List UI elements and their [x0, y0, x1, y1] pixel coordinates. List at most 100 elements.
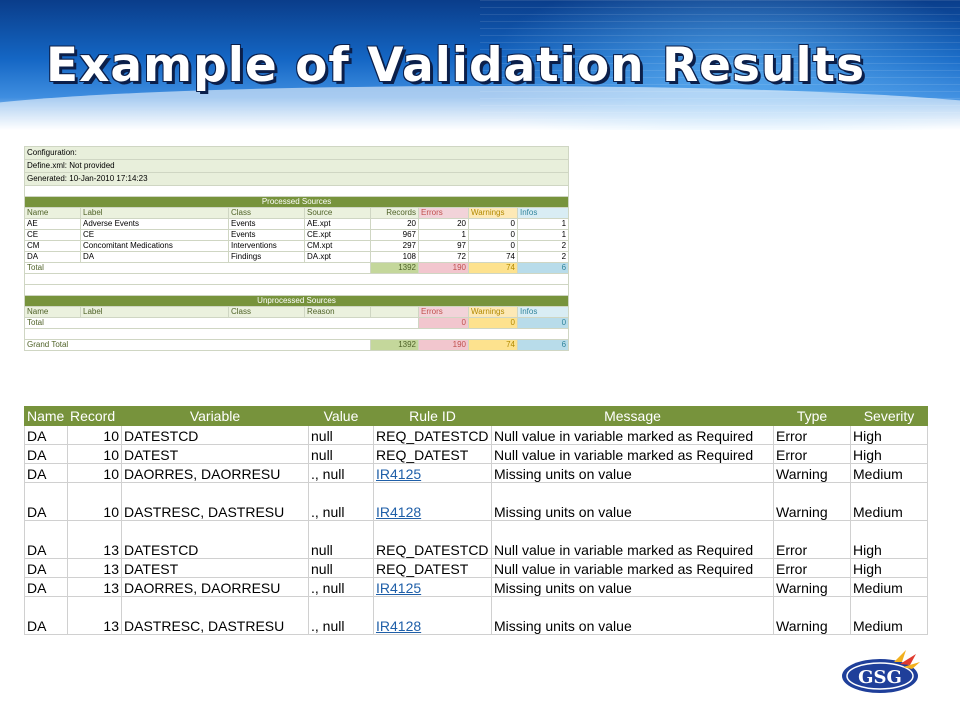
- column-header: Value: [308, 406, 374, 426]
- total-warnings: 74: [468, 262, 518, 274]
- source-row: AE Adverse Events Events AE.xpt 20 20 0 …: [24, 218, 570, 230]
- banner-swoosh: [0, 86, 960, 130]
- cell-value: ., null: [308, 596, 374, 635]
- config-line: Configuration:: [23, 146, 570, 160]
- total-records: 1392: [370, 262, 419, 274]
- cell: 72: [418, 251, 469, 263]
- grand-total-infos: 6: [516, 339, 570, 351]
- blank-row: [23, 284, 570, 296]
- cell-record: 13: [67, 596, 122, 635]
- cell-type: Error: [773, 444, 851, 464]
- table-row: DA 13 DAORRES, DAORRESU., null IR4125 Missin…: [24, 577, 928, 597]
- cell: DA.xpt: [304, 251, 371, 263]
- column-header: Severity: [850, 406, 928, 426]
- blank-row: [23, 185, 570, 197]
- cell-record: 13: [67, 520, 122, 559]
- grand-total-errors: 190: [418, 339, 469, 351]
- cell-severity: Medium: [850, 596, 928, 635]
- cell-severity: Medium: [850, 577, 928, 597]
- column-header: Name: [24, 207, 81, 219]
- cell-variable: DATESTCD: [121, 520, 309, 559]
- cell-type: Warning: [773, 463, 851, 483]
- cell: 1: [516, 229, 570, 241]
- processed-section-title: Processed Sources: [23, 196, 570, 208]
- cell-name: DA: [24, 577, 68, 597]
- column-header: Infos: [516, 207, 570, 219]
- column-header: Label: [80, 306, 229, 318]
- cell-name: DA: [24, 463, 68, 483]
- unprocessed-total-row: Total 0 0 0: [24, 317, 570, 329]
- cell-value: ., null: [308, 482, 374, 521]
- cell-variable: DAORRES, DAORRESU: [121, 463, 309, 483]
- rule-link[interactable]: IR4128: [376, 618, 422, 634]
- cell-message: Null value in variable marked as Require…: [491, 558, 774, 578]
- cell: CE.xpt: [304, 229, 371, 241]
- cell: 1: [516, 218, 570, 230]
- unprocessed-section-title: Unprocessed Sources: [23, 295, 570, 307]
- total-warnings: 0: [468, 317, 518, 329]
- cell-severity: High: [850, 520, 928, 559]
- cell: 20: [418, 218, 469, 230]
- cell-message: Missing units on value: [491, 482, 774, 521]
- cell: 0: [468, 240, 518, 252]
- cell-variable: DAORRES, DAORRESU: [121, 577, 309, 597]
- rule-link[interactable]: IR4128: [376, 504, 422, 520]
- cell: 108: [370, 251, 419, 263]
- cell-variable: DATEST: [121, 558, 309, 578]
- cell-value: null: [308, 520, 374, 559]
- cell: 20: [370, 218, 419, 230]
- total-infos: 6: [516, 262, 570, 274]
- rule-link[interactable]: IR4125: [376, 466, 422, 482]
- detail-header-row: Name Record Variable Value Rule ID Messa…: [24, 406, 928, 426]
- grand-total-records: 1392: [370, 339, 419, 351]
- cell: Adverse Events: [80, 218, 229, 230]
- cell-rule: IR4128: [373, 596, 492, 635]
- cell-type: Warning: [773, 596, 851, 635]
- cell-variable: DATESTCD: [121, 425, 309, 445]
- cell-variable: DASTRESC, DASTRESU: [121, 482, 309, 521]
- cell-variable: DATEST: [121, 444, 309, 464]
- cell-severity: Medium: [850, 463, 928, 483]
- column-header: Warnings: [468, 207, 518, 219]
- slide-title: Example of Validation Results: [46, 38, 866, 93]
- total-label: Total: [24, 262, 371, 274]
- cell: AE.xpt: [304, 218, 371, 230]
- cell: 0: [468, 218, 518, 230]
- cell: CE: [24, 229, 81, 241]
- cell: Events: [228, 218, 305, 230]
- cell-severity: High: [850, 558, 928, 578]
- summary-spreadsheet: Configuration: Define.xml: Not provided …: [23, 146, 570, 351]
- cell-name: DA: [24, 482, 68, 521]
- cell-rule: REQ_DATEST: [373, 558, 492, 578]
- column-header: Record: [67, 406, 122, 426]
- cell-value: ., null: [308, 463, 374, 483]
- rule-link[interactable]: IR4125: [376, 580, 422, 596]
- cell-value: null: [308, 444, 374, 464]
- column-header: Class: [228, 306, 305, 318]
- cell-record: 10: [67, 425, 122, 445]
- total-errors: 0: [418, 317, 469, 329]
- source-row: CM Concomitant Medications Interventions…: [24, 240, 570, 252]
- column-header: Records: [370, 207, 419, 219]
- column-header: Rule ID: [373, 406, 492, 426]
- cell: Interventions: [228, 240, 305, 252]
- cell-variable: DASTRESC, DASTRESU: [121, 596, 309, 635]
- cell: 2: [516, 240, 570, 252]
- cell-type: Error: [773, 520, 851, 559]
- cell: CM.xpt: [304, 240, 371, 252]
- column-header: Warnings: [468, 306, 518, 318]
- cell-rule: REQ_DATESTCD: [373, 520, 492, 559]
- cell-type: Error: [773, 558, 851, 578]
- table-row: DA 10 DASTRESC, DASTRESU., null IR4128 Missi…: [24, 482, 928, 521]
- blank-row: [23, 273, 570, 285]
- cell-record: 13: [67, 577, 122, 597]
- cell-message: Null value in variable marked as Require…: [491, 425, 774, 445]
- column-header: Infos: [516, 306, 570, 318]
- cell: 97: [418, 240, 469, 252]
- column-header: Type: [773, 406, 851, 426]
- cell-name: DA: [24, 425, 68, 445]
- column-header: Message: [491, 406, 774, 426]
- cell: 0: [468, 229, 518, 241]
- table-row: DA 10 DATEST null REQ_DATEST Null value in va…: [24, 444, 928, 464]
- processed-total-row: Total 1392 190 74 6: [24, 262, 570, 274]
